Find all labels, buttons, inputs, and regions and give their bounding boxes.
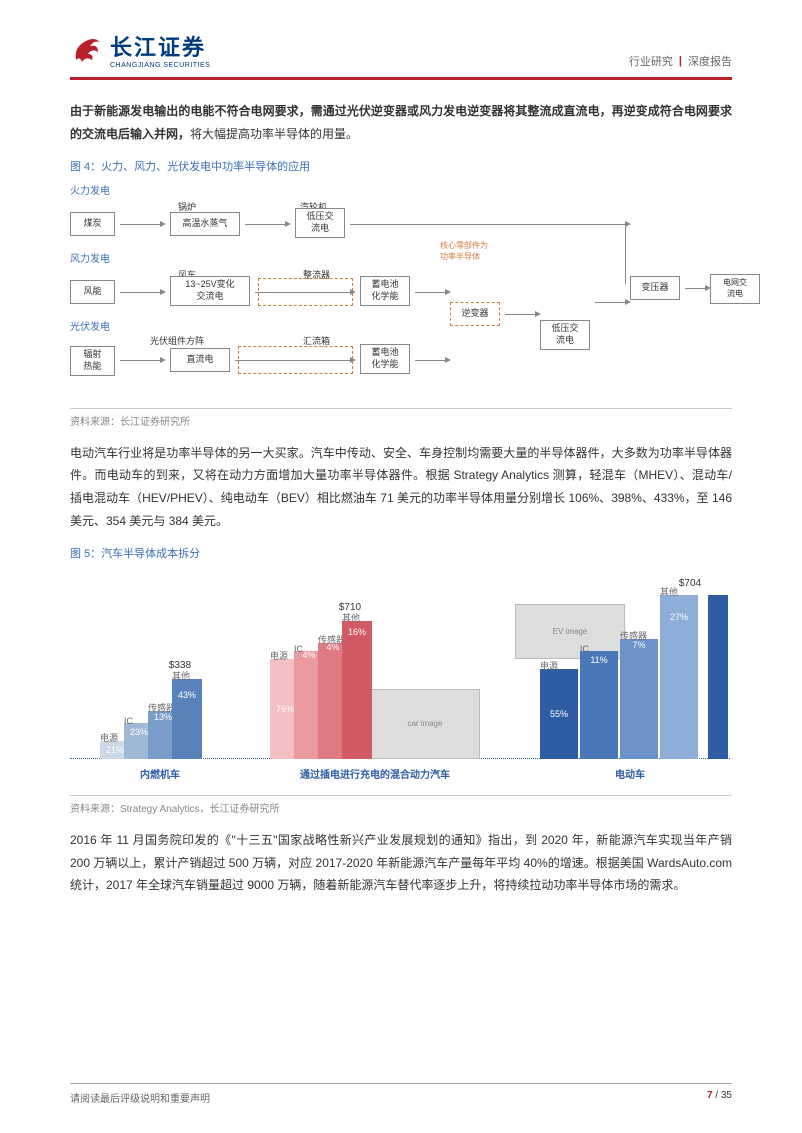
logo: 长江证券 CHANGJIANG SECURITIES xyxy=(70,30,210,69)
arrow xyxy=(350,224,625,225)
arrow xyxy=(415,292,445,293)
arrow xyxy=(415,360,445,361)
node-grid: 电网交 流电 xyxy=(710,274,760,304)
node-ac1325: 13~25V变化 交流电 xyxy=(170,276,250,306)
bar-name: IC xyxy=(294,644,303,654)
bar-segment: 11% xyxy=(580,651,618,759)
arrow xyxy=(245,224,285,225)
header-doctype-text: 深度报告 xyxy=(688,53,732,69)
content-area: 由于新能源发电输出的电能不符合电网要求，需通过光伏逆变器或风力发电逆变器将其整流… xyxy=(0,100,802,897)
bar-name: IC xyxy=(580,644,589,654)
bar-name: 其他 xyxy=(342,611,360,624)
arrow xyxy=(120,360,160,361)
node-wind-e: 风能 xyxy=(70,280,115,304)
arrow-v xyxy=(625,224,626,284)
bar-pct: 16% xyxy=(342,627,372,637)
bar-name: 电源 xyxy=(270,649,288,662)
bar-segment: 16% xyxy=(342,621,372,759)
arrow xyxy=(120,224,160,225)
arrow xyxy=(595,302,625,303)
page-number: 7 / 35 xyxy=(707,1090,732,1105)
cat-phev: 通过插电进行充电的混合动力汽车 xyxy=(260,766,490,781)
node-batt2: 蓄电池 化学能 xyxy=(360,344,410,374)
bar-name: 电源 xyxy=(540,659,558,672)
para1-bold: 由于新能源发电输出的电能不符合电网要求，需通过光伏逆变器或风力发电逆变器将其整流… xyxy=(70,104,732,141)
logo-cn-text: 长江证券 xyxy=(110,30,210,62)
node-coal: 煤炭 xyxy=(70,212,115,236)
header-rule xyxy=(70,77,732,80)
bar-name: 其他 xyxy=(172,669,190,682)
note-core: 核心零部件为 功率半导体 xyxy=(440,240,488,262)
page-header: 长江证券 CHANGJIANG SECURITIES 行业研究 | 深度报告 xyxy=(0,0,802,77)
bar-pct: 43% xyxy=(172,690,202,700)
section-wind: 风力发电 xyxy=(70,250,110,265)
bar-segment: 55% xyxy=(540,669,578,759)
separator-icon: | xyxy=(679,55,682,67)
figure-4-source: 资料来源：长江证券研究所 xyxy=(70,408,732,428)
arrow xyxy=(120,292,160,293)
figure-5-chart: $338 内燃机车 $710 car image 通过插电进行充电的混合动力汽车… xyxy=(70,569,730,789)
node-lvac1: 低压交 流电 xyxy=(295,208,345,238)
para1-rest: 将大幅提高功率半导体的用量。 xyxy=(190,127,358,141)
node-transformer: 变压器 xyxy=(630,276,680,300)
logo-en-text: CHANGJIANG SECURITIES xyxy=(110,62,210,69)
node-inverter: 逆变器 xyxy=(450,302,500,326)
bar-pct: 27% xyxy=(660,612,698,622)
node-lvac2: 低压交 流电 xyxy=(540,320,590,350)
paragraph-3: 2016 年 11 月国务院印发的《"十三五"国家战略性新兴产业发展规划的通知》… xyxy=(70,829,732,897)
bar-pct: 55% xyxy=(540,709,578,719)
bar-bev-total xyxy=(708,595,728,759)
bar-segment: 27% xyxy=(660,595,698,759)
arrow xyxy=(235,360,350,361)
phoenix-icon xyxy=(70,34,102,66)
node-rad: 辐射 热能 xyxy=(70,346,115,376)
arrow xyxy=(255,292,350,293)
paragraph-2: 电动汽车行业将是功率半导体的另一大买家。汽车中传动、安全、车身控制均需要大量的半… xyxy=(70,442,732,533)
arrow xyxy=(505,314,535,315)
figure-4-flowchart: 火力发电 锅炉 汽轮机 煤炭 高温水蒸气 低压交 流电 风力发电 风车 整流器 … xyxy=(70,182,730,402)
section-solar: 光伏发电 xyxy=(70,318,110,333)
section-thermal: 火力发电 xyxy=(70,182,110,197)
sublabel-pv: 光伏组件方阵 xyxy=(150,334,204,347)
cat-bev: 电动车 xyxy=(540,766,720,781)
paragraph-1: 由于新能源发电输出的电能不符合电网要求，需通过光伏逆变器或风力发电逆变器将其整流… xyxy=(70,100,732,146)
bar-pct: 11% xyxy=(580,655,618,665)
bar-name: 其他 xyxy=(660,585,678,598)
header-category-text: 行业研究 xyxy=(629,53,673,69)
figure-5-title: 图 5：汽车半导体成本拆分 xyxy=(70,545,732,561)
bar-segment: 7% xyxy=(620,639,658,759)
bar-name: 传感器 xyxy=(620,629,647,642)
cat-ice: 内燃机车 xyxy=(100,766,220,781)
page-footer: 请阅读最后评级说明和重要声明 7 / 35 xyxy=(70,1083,732,1105)
page-current: 7 xyxy=(707,1090,713,1101)
arrow xyxy=(685,288,705,289)
bar-segment: 43% xyxy=(172,679,202,759)
node-dc: 直流电 xyxy=(170,348,230,372)
node-steam: 高温水蒸气 xyxy=(170,212,240,236)
bar-name: 传感器 xyxy=(148,701,175,714)
page-total: 35 xyxy=(721,1090,732,1101)
figure-4-title: 图 4：火力、风力、光伏发电中功率半导体的应用 xyxy=(70,158,732,174)
bar-name: IC xyxy=(124,716,133,726)
footer-disclaimer: 请阅读最后评级说明和重要声明 xyxy=(70,1090,210,1105)
figure-5-source: 资料来源：Strategy Analytics，长江证券研究所 xyxy=(70,795,732,815)
bar-name: 电源 xyxy=(100,731,118,744)
header-category: 行业研究 | 深度报告 xyxy=(629,53,732,69)
bar-name: 传感器 xyxy=(318,633,345,646)
node-batt1: 蓄电池 化学能 xyxy=(360,276,410,306)
car-image-phev: car image xyxy=(370,689,480,759)
